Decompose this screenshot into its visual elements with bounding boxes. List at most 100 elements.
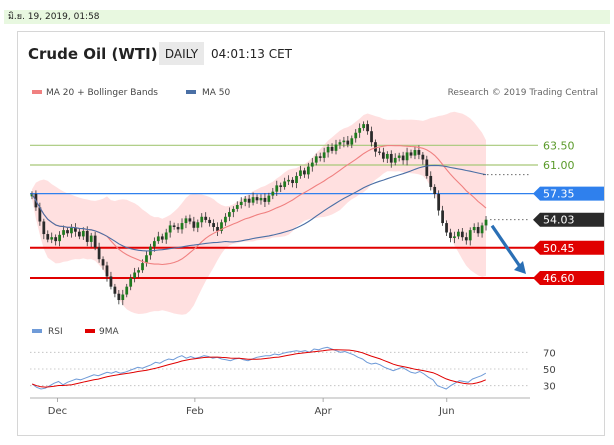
candle [354, 129, 358, 143]
candle-body [30, 194, 34, 197]
candle-body [358, 128, 362, 133]
candle [330, 143, 334, 154]
candle-body [393, 157, 397, 163]
candle-body [137, 270, 140, 273]
rsi-line [31, 346, 487, 390]
candle [121, 289, 125, 306]
candle-body [291, 179, 294, 184]
timestamp: มิ.ย. 19, 2019, 01:58 [4, 10, 610, 24]
candle [279, 182, 283, 193]
candle-body [93, 235, 97, 248]
candle [385, 151, 389, 163]
candle-body [318, 156, 322, 158]
candle [208, 217, 212, 227]
candle [413, 146, 417, 160]
candle-body [141, 263, 144, 271]
level-label-50.45: 50.45 [543, 242, 575, 255]
rsi-level-label-30: 30 [543, 382, 556, 393]
candle [70, 224, 73, 238]
candle [145, 250, 148, 267]
candle [172, 222, 176, 230]
candle [54, 234, 58, 246]
chart-time: 04:01:13 CET [211, 47, 293, 61]
candle-body [74, 227, 77, 232]
x-axis: Dec Feb Apr Jun [30, 397, 530, 417]
candle [188, 214, 192, 225]
candle [460, 228, 464, 241]
candle-body [156, 236, 160, 242]
candle-body [105, 265, 109, 277]
candle [196, 219, 200, 233]
candle-body [449, 232, 452, 238]
candle [42, 218, 46, 240]
level-tag-46.60 [533, 271, 605, 286]
candle [378, 147, 381, 156]
candle [263, 193, 267, 207]
candle [176, 223, 180, 233]
candle-body [145, 255, 148, 264]
candle-body [121, 294, 125, 301]
candle-body [109, 276, 113, 287]
candle-body [66, 230, 69, 234]
candle [366, 120, 369, 135]
candle-body [235, 205, 239, 209]
candle [109, 271, 113, 290]
price-panel: 63.50 61.00 57.35 54.03 50.45 46.60 [30, 111, 605, 315]
candle [129, 274, 133, 291]
candle [358, 123, 362, 138]
candle-body [58, 234, 61, 242]
candle [381, 147, 385, 163]
candle [405, 147, 409, 166]
level-tag-54.03 [533, 212, 605, 227]
candle [318, 152, 322, 162]
candle [255, 194, 259, 204]
candle-body [77, 231, 81, 237]
candle-body [378, 151, 381, 153]
candle-body [164, 232, 168, 240]
candle-body [346, 140, 350, 145]
level-label-61.00: 61.00 [543, 159, 575, 172]
candle [283, 177, 287, 190]
rsi-level-label-70: 70 [543, 348, 556, 359]
candle-body [220, 222, 223, 231]
level-label-46.60: 46.60 [543, 272, 575, 285]
candle-body [421, 154, 425, 160]
candle [156, 231, 160, 244]
candle-body [208, 219, 212, 224]
timeframe-label: DAILY [165, 47, 199, 61]
candle-body [275, 185, 279, 192]
candle [445, 220, 448, 237]
candle-body [370, 131, 373, 143]
candle-body [299, 170, 302, 176]
candle [287, 175, 290, 185]
legend-rsi-ma: 9MA [99, 327, 119, 337]
candle [93, 231, 97, 251]
candle-body [152, 241, 156, 247]
candle-body [267, 195, 271, 202]
candle [306, 162, 310, 179]
candle [125, 283, 129, 298]
candle [212, 219, 215, 232]
candle [295, 172, 298, 189]
candle-body [287, 179, 290, 182]
bollinger-band [32, 111, 486, 315]
candle [342, 136, 346, 148]
candle [184, 215, 188, 229]
candle-body [409, 152, 413, 156]
chart-title: Crude Oil (WTI) [28, 45, 158, 63]
candle-body [381, 152, 385, 159]
candle-body [441, 210, 444, 224]
candle-body [38, 207, 42, 222]
candle-body [113, 286, 117, 294]
candle [441, 205, 444, 226]
candle-body [259, 197, 263, 201]
candle [81, 227, 85, 240]
candle-body [46, 234, 50, 240]
candle [137, 267, 140, 278]
candle [77, 228, 81, 240]
candle-body [216, 226, 219, 231]
candle [472, 223, 476, 233]
candle [397, 152, 401, 162]
candle [267, 192, 271, 205]
forecast-arrow-head [514, 261, 526, 275]
